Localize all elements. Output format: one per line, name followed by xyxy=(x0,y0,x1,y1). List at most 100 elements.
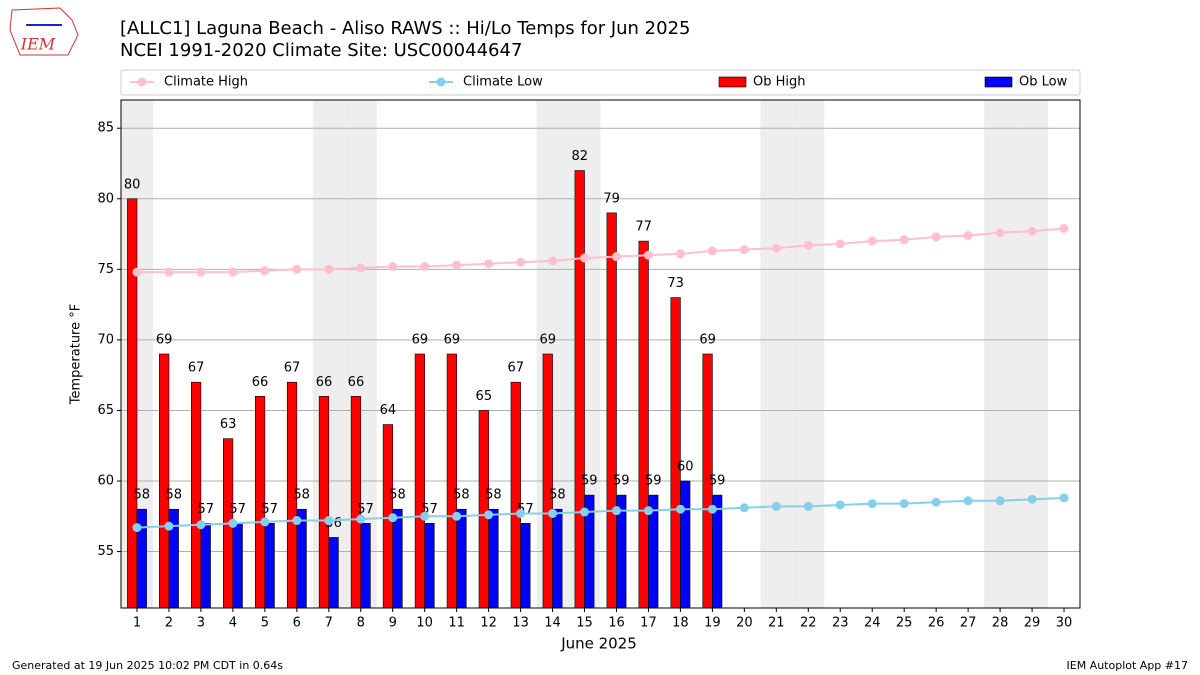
bar xyxy=(191,381,202,609)
x-tick-label: 26 xyxy=(928,616,945,631)
data-label: 67 xyxy=(284,361,301,376)
bar xyxy=(670,297,681,609)
point xyxy=(484,510,494,520)
chart-subtitle: NCEI 1991-2020 Climate Site: USC00044647 xyxy=(120,40,522,61)
point xyxy=(803,501,813,511)
point xyxy=(675,504,685,514)
footer-left: Generated at 19 Jun 2025 10:02 PM CDT in… xyxy=(12,659,283,672)
point xyxy=(196,520,206,530)
legend-swatch xyxy=(984,76,1013,88)
y-tick-label: 55 xyxy=(97,544,114,559)
bar xyxy=(606,212,617,609)
data-label: 59 xyxy=(645,474,662,489)
x-tick-label: 27 xyxy=(960,616,977,631)
bar xyxy=(200,523,211,609)
bar xyxy=(638,240,649,609)
footer-right: IEM Autoplot App #17 xyxy=(1067,659,1189,672)
point xyxy=(1059,493,1069,503)
bar xyxy=(488,508,499,609)
data-label: 57 xyxy=(357,502,374,517)
data-label: 58 xyxy=(389,488,406,503)
point xyxy=(931,232,941,242)
point xyxy=(707,246,717,256)
bar xyxy=(478,410,489,609)
data-label: 69 xyxy=(444,333,461,348)
line xyxy=(136,496,1065,529)
data-label: 65 xyxy=(476,389,493,404)
point xyxy=(643,250,653,260)
x-tick-label: 20 xyxy=(736,616,753,631)
x-tick-label: 16 xyxy=(608,616,625,631)
point xyxy=(324,516,334,526)
bar xyxy=(520,523,531,609)
data-label: 66 xyxy=(252,375,269,390)
weekend-shade xyxy=(1016,100,1049,608)
x-tick-label: 21 xyxy=(768,616,785,631)
x-tick-label: 29 xyxy=(1024,616,1041,631)
weekend-shade xyxy=(792,100,825,608)
point xyxy=(899,499,909,509)
data-label: 64 xyxy=(380,403,397,418)
point xyxy=(835,239,845,249)
point xyxy=(228,267,238,277)
weekend-shade xyxy=(984,100,1017,608)
y-tick-label: 85 xyxy=(97,121,114,136)
data-label: 57 xyxy=(229,502,246,517)
point xyxy=(548,256,558,266)
point xyxy=(867,499,877,509)
point xyxy=(739,503,749,513)
point xyxy=(260,517,270,527)
point xyxy=(452,260,462,270)
point xyxy=(771,243,781,253)
point xyxy=(260,266,270,276)
x-tick-label: 23 xyxy=(832,616,849,631)
x-tick-label: 22 xyxy=(800,616,817,631)
point xyxy=(1059,223,1069,233)
bar xyxy=(456,508,467,609)
bar xyxy=(574,170,585,609)
x-axis-label: June 2025 xyxy=(560,635,637,653)
plot-frame xyxy=(120,99,1081,609)
data-label: 58 xyxy=(549,488,566,503)
bar xyxy=(392,508,403,609)
point xyxy=(356,514,366,524)
logo: IEM xyxy=(9,7,79,56)
legend-label: Climate High xyxy=(164,75,248,90)
data-label: 79 xyxy=(603,191,620,206)
point xyxy=(643,506,653,516)
point xyxy=(388,513,398,523)
point xyxy=(739,245,749,255)
point xyxy=(963,230,973,240)
legend-box xyxy=(120,69,1081,96)
bar xyxy=(232,523,243,609)
data-label: 59 xyxy=(709,474,726,489)
data-label: 82 xyxy=(571,149,588,164)
point xyxy=(132,523,142,533)
point xyxy=(1027,494,1037,504)
bar xyxy=(510,381,521,609)
data-label: 67 xyxy=(508,361,525,376)
x-tick-label: 14 xyxy=(544,616,561,631)
data-label: 67 xyxy=(188,361,205,376)
point xyxy=(484,259,494,269)
weekend-shade xyxy=(760,100,793,608)
point xyxy=(611,252,621,262)
data-label: 69 xyxy=(412,333,429,348)
point xyxy=(420,511,430,521)
bar xyxy=(127,198,138,609)
x-tick-label: 3 xyxy=(197,616,205,631)
logo-text: IEM xyxy=(20,35,56,54)
point xyxy=(995,228,1005,238)
point xyxy=(452,511,462,521)
x-tick-label: 15 xyxy=(576,616,593,631)
x-tick-label: 13 xyxy=(512,616,529,631)
data-label: 69 xyxy=(539,333,556,348)
data-label: 57 xyxy=(261,502,278,517)
point xyxy=(580,253,590,263)
legend-marker xyxy=(137,77,147,87)
data-label: 58 xyxy=(485,488,502,503)
point xyxy=(420,262,430,272)
x-tick-label: 18 xyxy=(672,616,689,631)
bar xyxy=(552,508,563,609)
bar xyxy=(446,353,457,609)
